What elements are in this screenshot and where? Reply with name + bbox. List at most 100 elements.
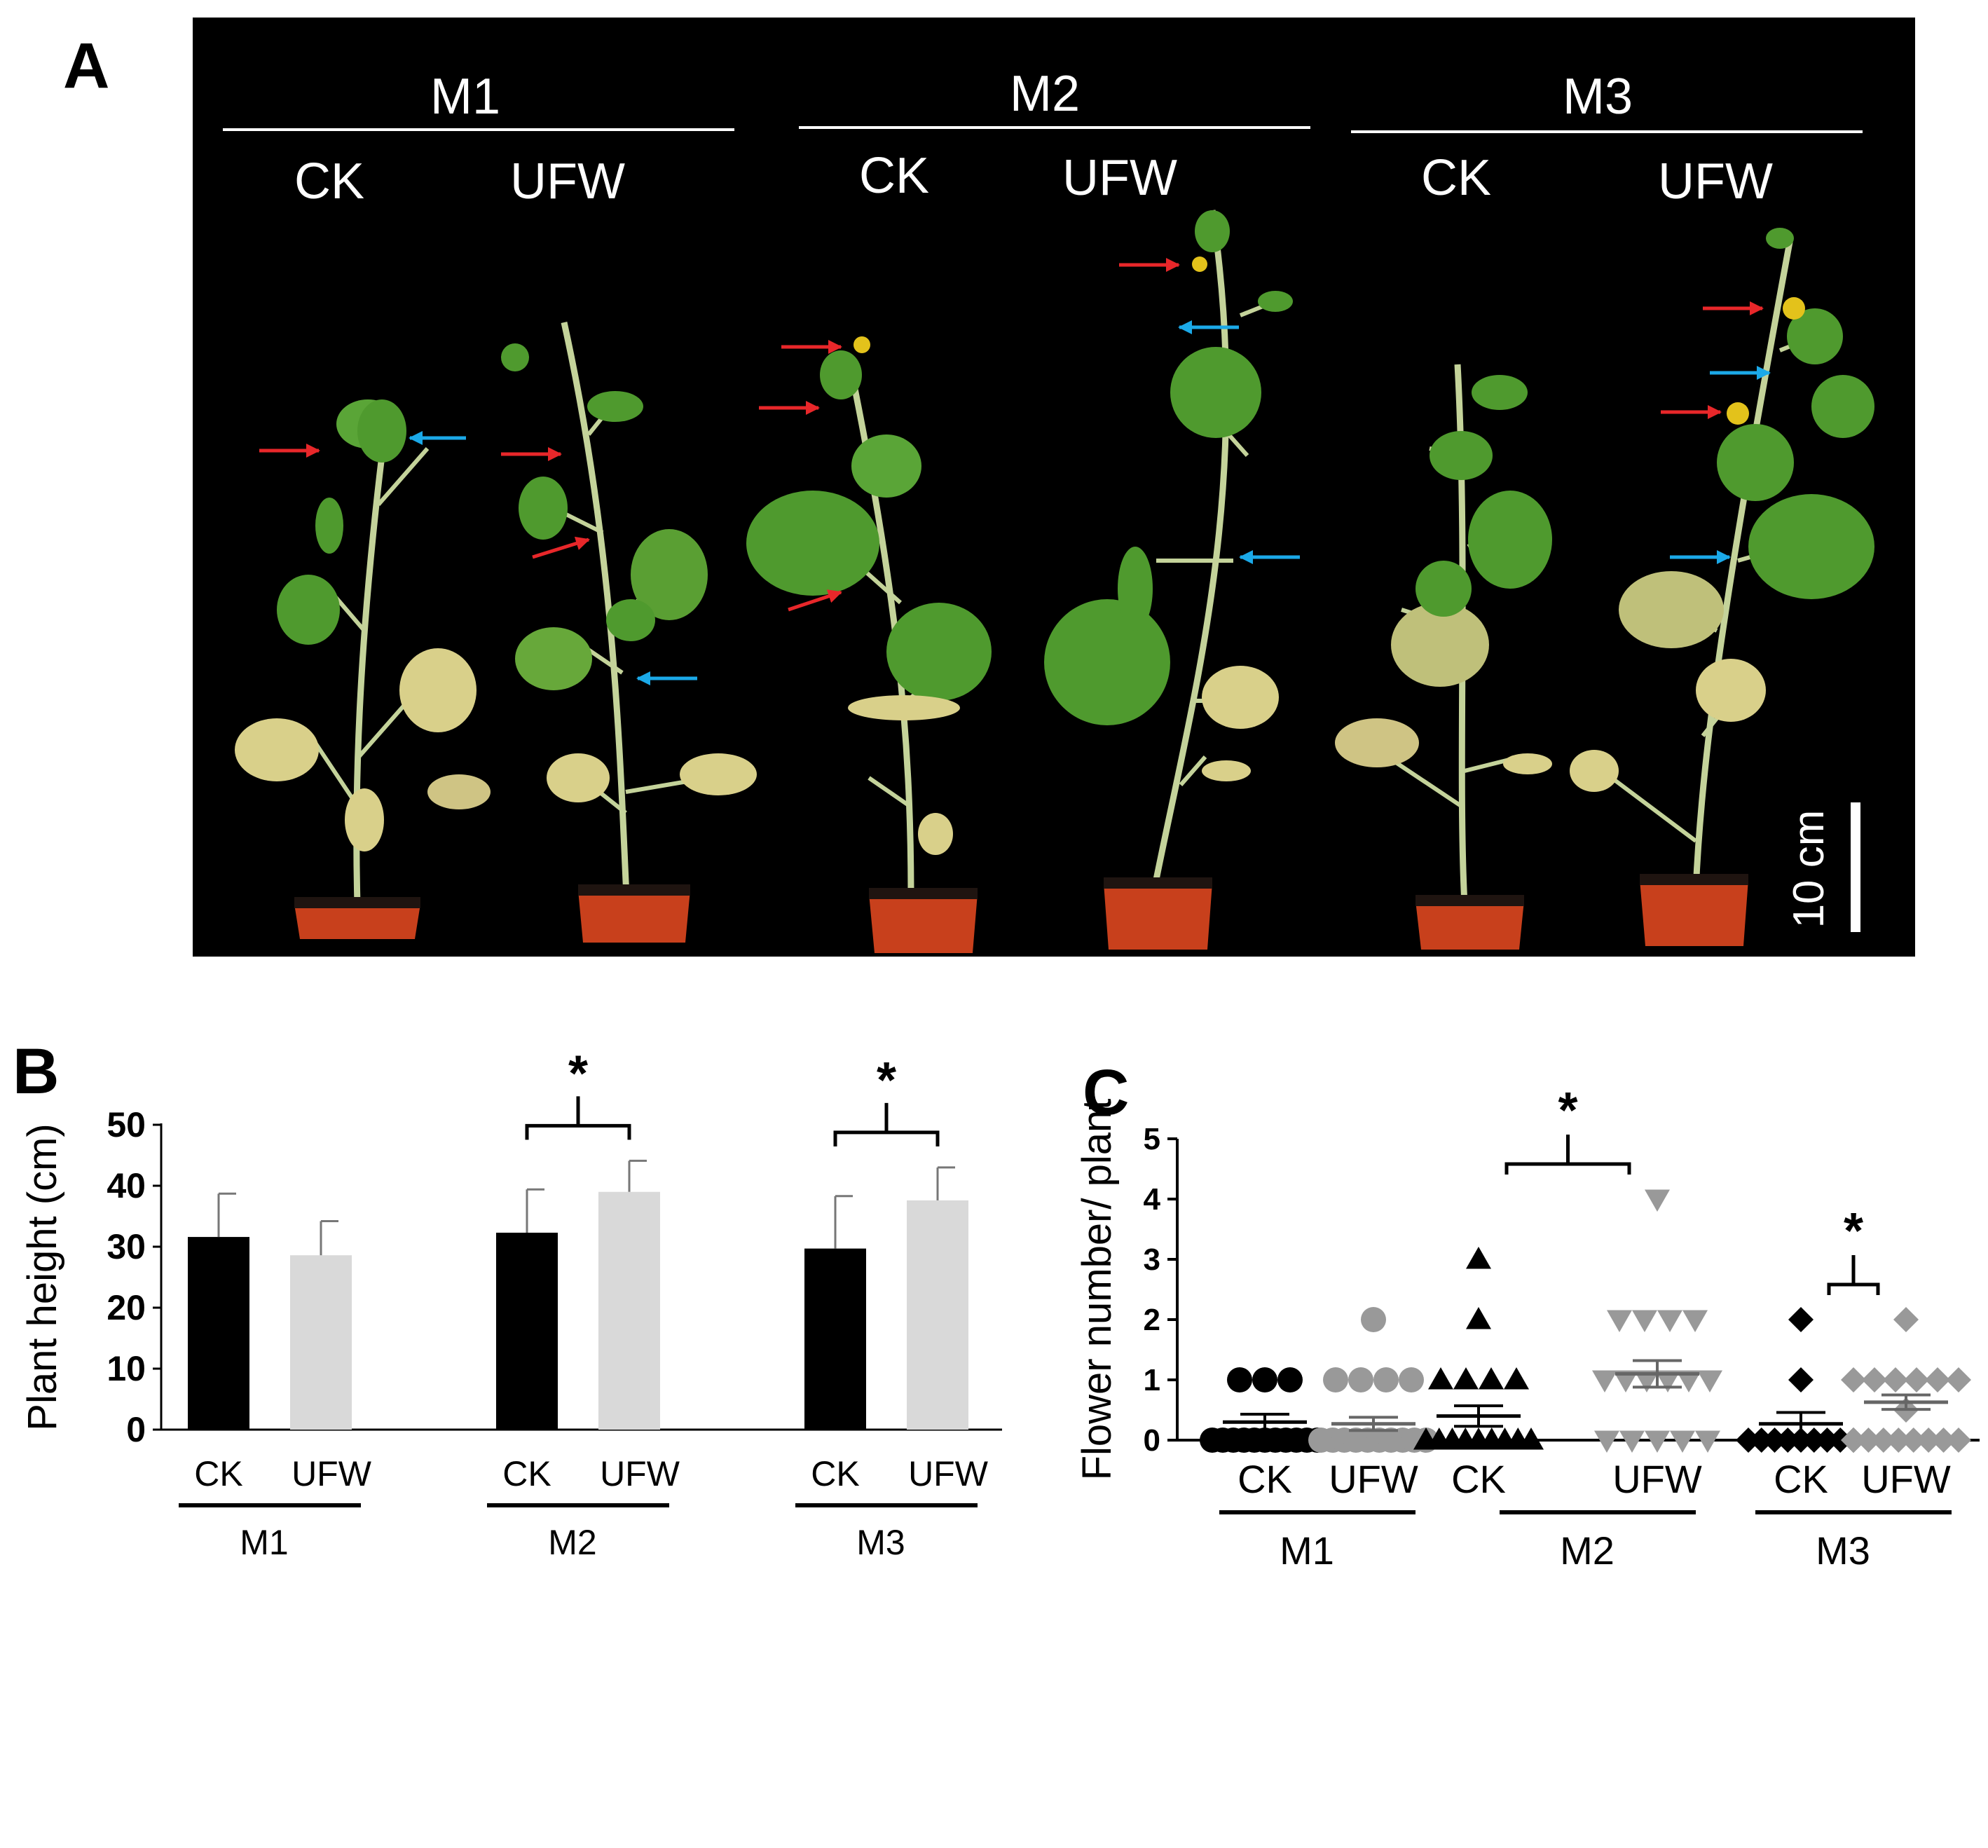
group-header-m1: M1	[430, 69, 500, 125]
data-point	[1657, 1310, 1682, 1332]
plant-m3-ck	[1335, 364, 1552, 950]
data-point	[1788, 1367, 1814, 1392]
data-point	[1931, 1428, 1956, 1453]
bar-m3-ck	[804, 1248, 866, 1430]
group-label: M1	[1280, 1528, 1334, 1573]
group-label: M3	[1816, 1528, 1870, 1573]
data-point	[1748, 1428, 1774, 1453]
data-point	[1373, 1367, 1399, 1392]
y-tick-label: 2	[1144, 1303, 1160, 1337]
data-point	[1762, 1428, 1788, 1453]
significance-bracket	[1504, 1135, 1631, 1175]
data-point	[1479, 1367, 1504, 1390]
data-point	[1856, 1428, 1881, 1453]
data-point	[1519, 1428, 1544, 1450]
y-tick-label: 5	[1144, 1122, 1160, 1156]
y-tick-label: 1	[1144, 1363, 1160, 1397]
y-tick-label: 50	[107, 1105, 146, 1144]
significance-bracket	[525, 1096, 631, 1140]
scale-bar-label: 10 cm	[1785, 810, 1833, 929]
female-flower-arrow	[532, 536, 590, 559]
data-point	[1594, 1430, 1619, 1453]
data-point	[1676, 1370, 1701, 1392]
plant-m2-ck	[746, 336, 992, 953]
x-category-label: CK	[811, 1454, 859, 1493]
data-point	[1428, 1367, 1453, 1390]
data-point	[1788, 1307, 1814, 1332]
data-point	[1900, 1428, 1926, 1453]
data-point	[1466, 1247, 1491, 1269]
data-point	[1634, 1370, 1659, 1392]
y-tick-label: 20	[107, 1288, 146, 1327]
y-tick-label: 40	[107, 1166, 146, 1205]
x-category-label: UFW	[1612, 1457, 1702, 1501]
data-point	[1695, 1430, 1720, 1453]
bar-m1-ck	[188, 1237, 249, 1430]
data-point	[1619, 1430, 1645, 1453]
data-point	[1645, 1189, 1670, 1212]
treatment-label-m1-ck: CK	[294, 153, 364, 210]
data-point	[1946, 1367, 1971, 1392]
data-point	[1277, 1367, 1303, 1392]
y-tick-label: 0	[1144, 1423, 1160, 1458]
data-point	[1655, 1370, 1680, 1392]
data-point	[1697, 1370, 1722, 1392]
data-point	[1801, 1428, 1827, 1453]
flower-number-chart: 0 1 2 3 4 5 Flower number/ plant CK UFW CK UFW CK UF…	[1074, 1083, 1980, 1573]
x-category-label: CK	[1774, 1457, 1828, 1501]
data-point	[1916, 1428, 1942, 1453]
x-category-label: CK	[502, 1454, 551, 1493]
plants	[235, 210, 1874, 953]
x-category-label: UFW	[1861, 1457, 1951, 1501]
data-point	[1613, 1370, 1638, 1392]
treatment-label-m2-ufw: UFW	[1062, 150, 1177, 206]
x-category-label: CK	[1451, 1457, 1506, 1501]
significance-marker: *	[877, 1053, 896, 1109]
data-point	[1904, 1367, 1929, 1392]
plant-m3-ufw	[1570, 228, 1874, 946]
data-point	[1453, 1367, 1479, 1390]
data-point	[1399, 1367, 1424, 1392]
data-point	[1466, 1307, 1491, 1329]
data-point	[1841, 1428, 1866, 1453]
group-label: M2	[548, 1523, 596, 1562]
data-point	[1925, 1367, 1950, 1392]
data-point	[1607, 1310, 1632, 1332]
data-point	[1361, 1307, 1386, 1332]
data-point	[1775, 1428, 1801, 1453]
data-point	[1504, 1367, 1529, 1390]
significance-marker: *	[1558, 1083, 1577, 1139]
data-point	[1886, 1428, 1912, 1453]
data-point	[1946, 1428, 1971, 1453]
group-header-m3: M3	[1563, 69, 1633, 125]
significance-bracket	[1827, 1255, 1880, 1295]
data-point	[1670, 1430, 1695, 1453]
data-point	[1227, 1367, 1252, 1392]
y-tick-label: 4	[1144, 1182, 1161, 1217]
x-category-label: UFW	[600, 1454, 680, 1493]
plant-m1-ck	[235, 399, 491, 939]
group-label: M1	[240, 1523, 288, 1562]
bar-m2-ufw	[598, 1191, 660, 1430]
plant-m1-ufw	[501, 322, 757, 943]
data-point	[1841, 1367, 1866, 1392]
data-point	[1870, 1428, 1896, 1453]
data-point	[1828, 1428, 1853, 1453]
data-point	[1632, 1310, 1657, 1332]
y-axis-label: Flower number/ plant	[1074, 1099, 1120, 1481]
x-category-label: UFW	[908, 1454, 989, 1493]
group-label: M3	[856, 1523, 905, 1562]
flower-arrows	[259, 258, 1771, 685]
data-point	[1323, 1367, 1348, 1392]
x-category-label: CK	[1238, 1457, 1292, 1501]
photo-background	[193, 18, 1915, 957]
data-point	[1814, 1428, 1840, 1453]
data-point	[1645, 1430, 1670, 1453]
panel-label-c: C	[1083, 1057, 1129, 1128]
panel-label-a: A	[63, 30, 109, 102]
data-point	[1736, 1428, 1761, 1453]
plant-m2-ufw	[1044, 210, 1293, 950]
data-point	[1348, 1367, 1373, 1392]
photo-headers: M1 M2 M3 CK UFW CK UFW CK UFW	[223, 66, 1863, 210]
significance-marker: *	[1844, 1203, 1863, 1259]
